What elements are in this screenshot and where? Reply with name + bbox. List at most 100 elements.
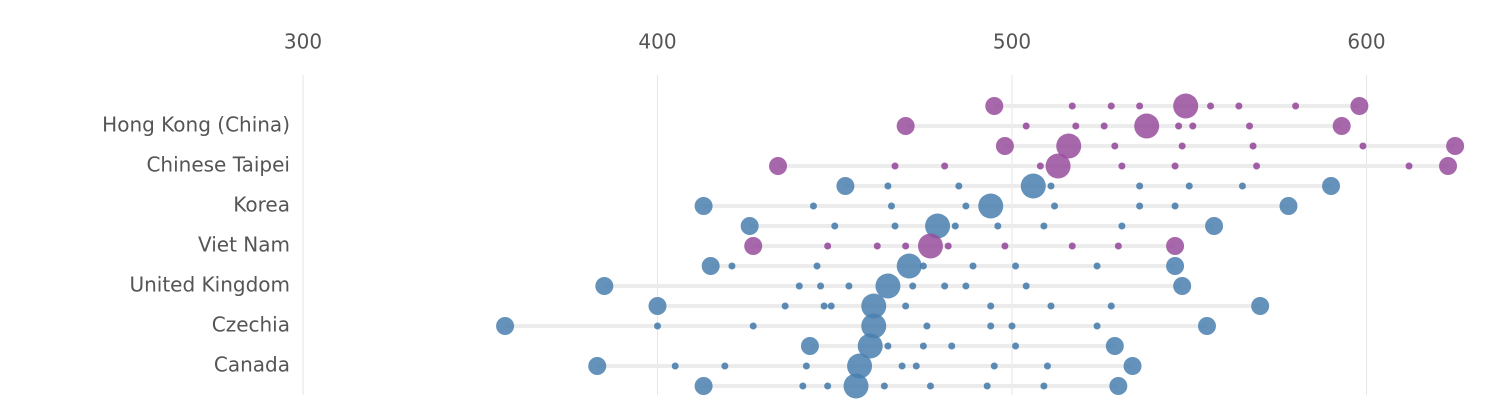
dot [1207,102,1215,110]
end-dot [1166,237,1185,255]
dot [1093,322,1101,330]
end-dot [1332,117,1351,135]
dot [891,222,899,230]
mean-dot [861,293,887,319]
end-dot [1197,317,1216,335]
dot [898,362,906,370]
end-dot [744,237,763,255]
dot [948,342,956,350]
dot [671,362,679,370]
category-label: Czechia [212,313,290,337]
dot [1118,162,1126,170]
category-label: United Kingdom [129,273,290,297]
dot [1100,122,1108,130]
end-dot [1173,277,1192,295]
mean-dot [861,313,887,339]
dot [728,262,736,270]
dot [1072,122,1080,130]
dot [983,382,991,390]
dot [919,262,927,270]
end-dot [648,297,667,315]
mean-dot [1134,113,1160,139]
end-dot [1109,377,1128,395]
end-dot [1205,217,1224,235]
end-dot [1350,97,1369,115]
dot [880,382,888,390]
end-dot [769,157,788,175]
dot [941,282,949,290]
dot [1136,102,1144,110]
dot [1001,242,1009,250]
dot [1036,162,1044,170]
end-dot [1105,337,1124,355]
x-tick-label: 500 [993,30,1031,54]
end-dot [985,97,1004,115]
dot [1051,202,1059,210]
dot [1114,242,1122,250]
dot [820,302,828,310]
dot [902,242,910,250]
category-label: Canada [214,353,290,377]
dot [1405,162,1413,170]
dot [749,322,757,330]
dot [951,222,959,230]
dot [891,162,899,170]
dot [1292,102,1300,110]
dot [923,322,931,330]
dot [809,202,817,210]
end-dot [595,277,614,295]
end-dot [1439,157,1458,175]
end-dot [800,337,819,355]
dot [813,262,821,270]
dot [1068,242,1076,250]
dot [941,162,949,170]
dot [1136,182,1144,190]
dot [1012,262,1020,270]
dot [1022,122,1030,130]
mean-dot [978,193,1004,219]
dot [802,362,810,370]
dot [799,382,807,390]
dot [1189,122,1197,130]
category-label: Hong Kong (China) [102,113,290,137]
dot [1107,302,1115,310]
end-dot [1123,357,1142,375]
end-dot [701,257,720,275]
end-dot [1279,197,1298,215]
dot [994,222,1002,230]
dot [1093,262,1101,270]
category-label: Viet Nam [198,233,290,257]
dot [1008,322,1016,330]
dot [721,362,729,370]
end-dot [995,137,1014,155]
category-label: Chinese Taipei [146,153,290,177]
end-dot [694,377,713,395]
dot [926,382,934,390]
mean-dot [1173,93,1199,119]
dot [884,342,892,350]
dot [1171,202,1179,210]
dot [990,362,998,370]
end-dot [1166,257,1185,275]
dot [1238,182,1246,190]
dot [1047,182,1055,190]
end-dot [1322,177,1341,195]
mean-dot [843,373,869,399]
dot [1359,142,1367,150]
mean-dot [917,233,943,259]
dot [987,322,995,330]
dot [1043,362,1051,370]
dot [795,282,803,290]
dot [887,202,895,210]
dot [1040,382,1048,390]
end-dot [496,317,515,335]
dot [944,242,952,250]
dot [824,242,832,250]
dot [969,262,977,270]
dot [1111,142,1119,150]
end-dot [836,177,855,195]
dot [827,302,835,310]
dot [1107,102,1115,110]
dot [987,302,995,310]
dot [831,222,839,230]
